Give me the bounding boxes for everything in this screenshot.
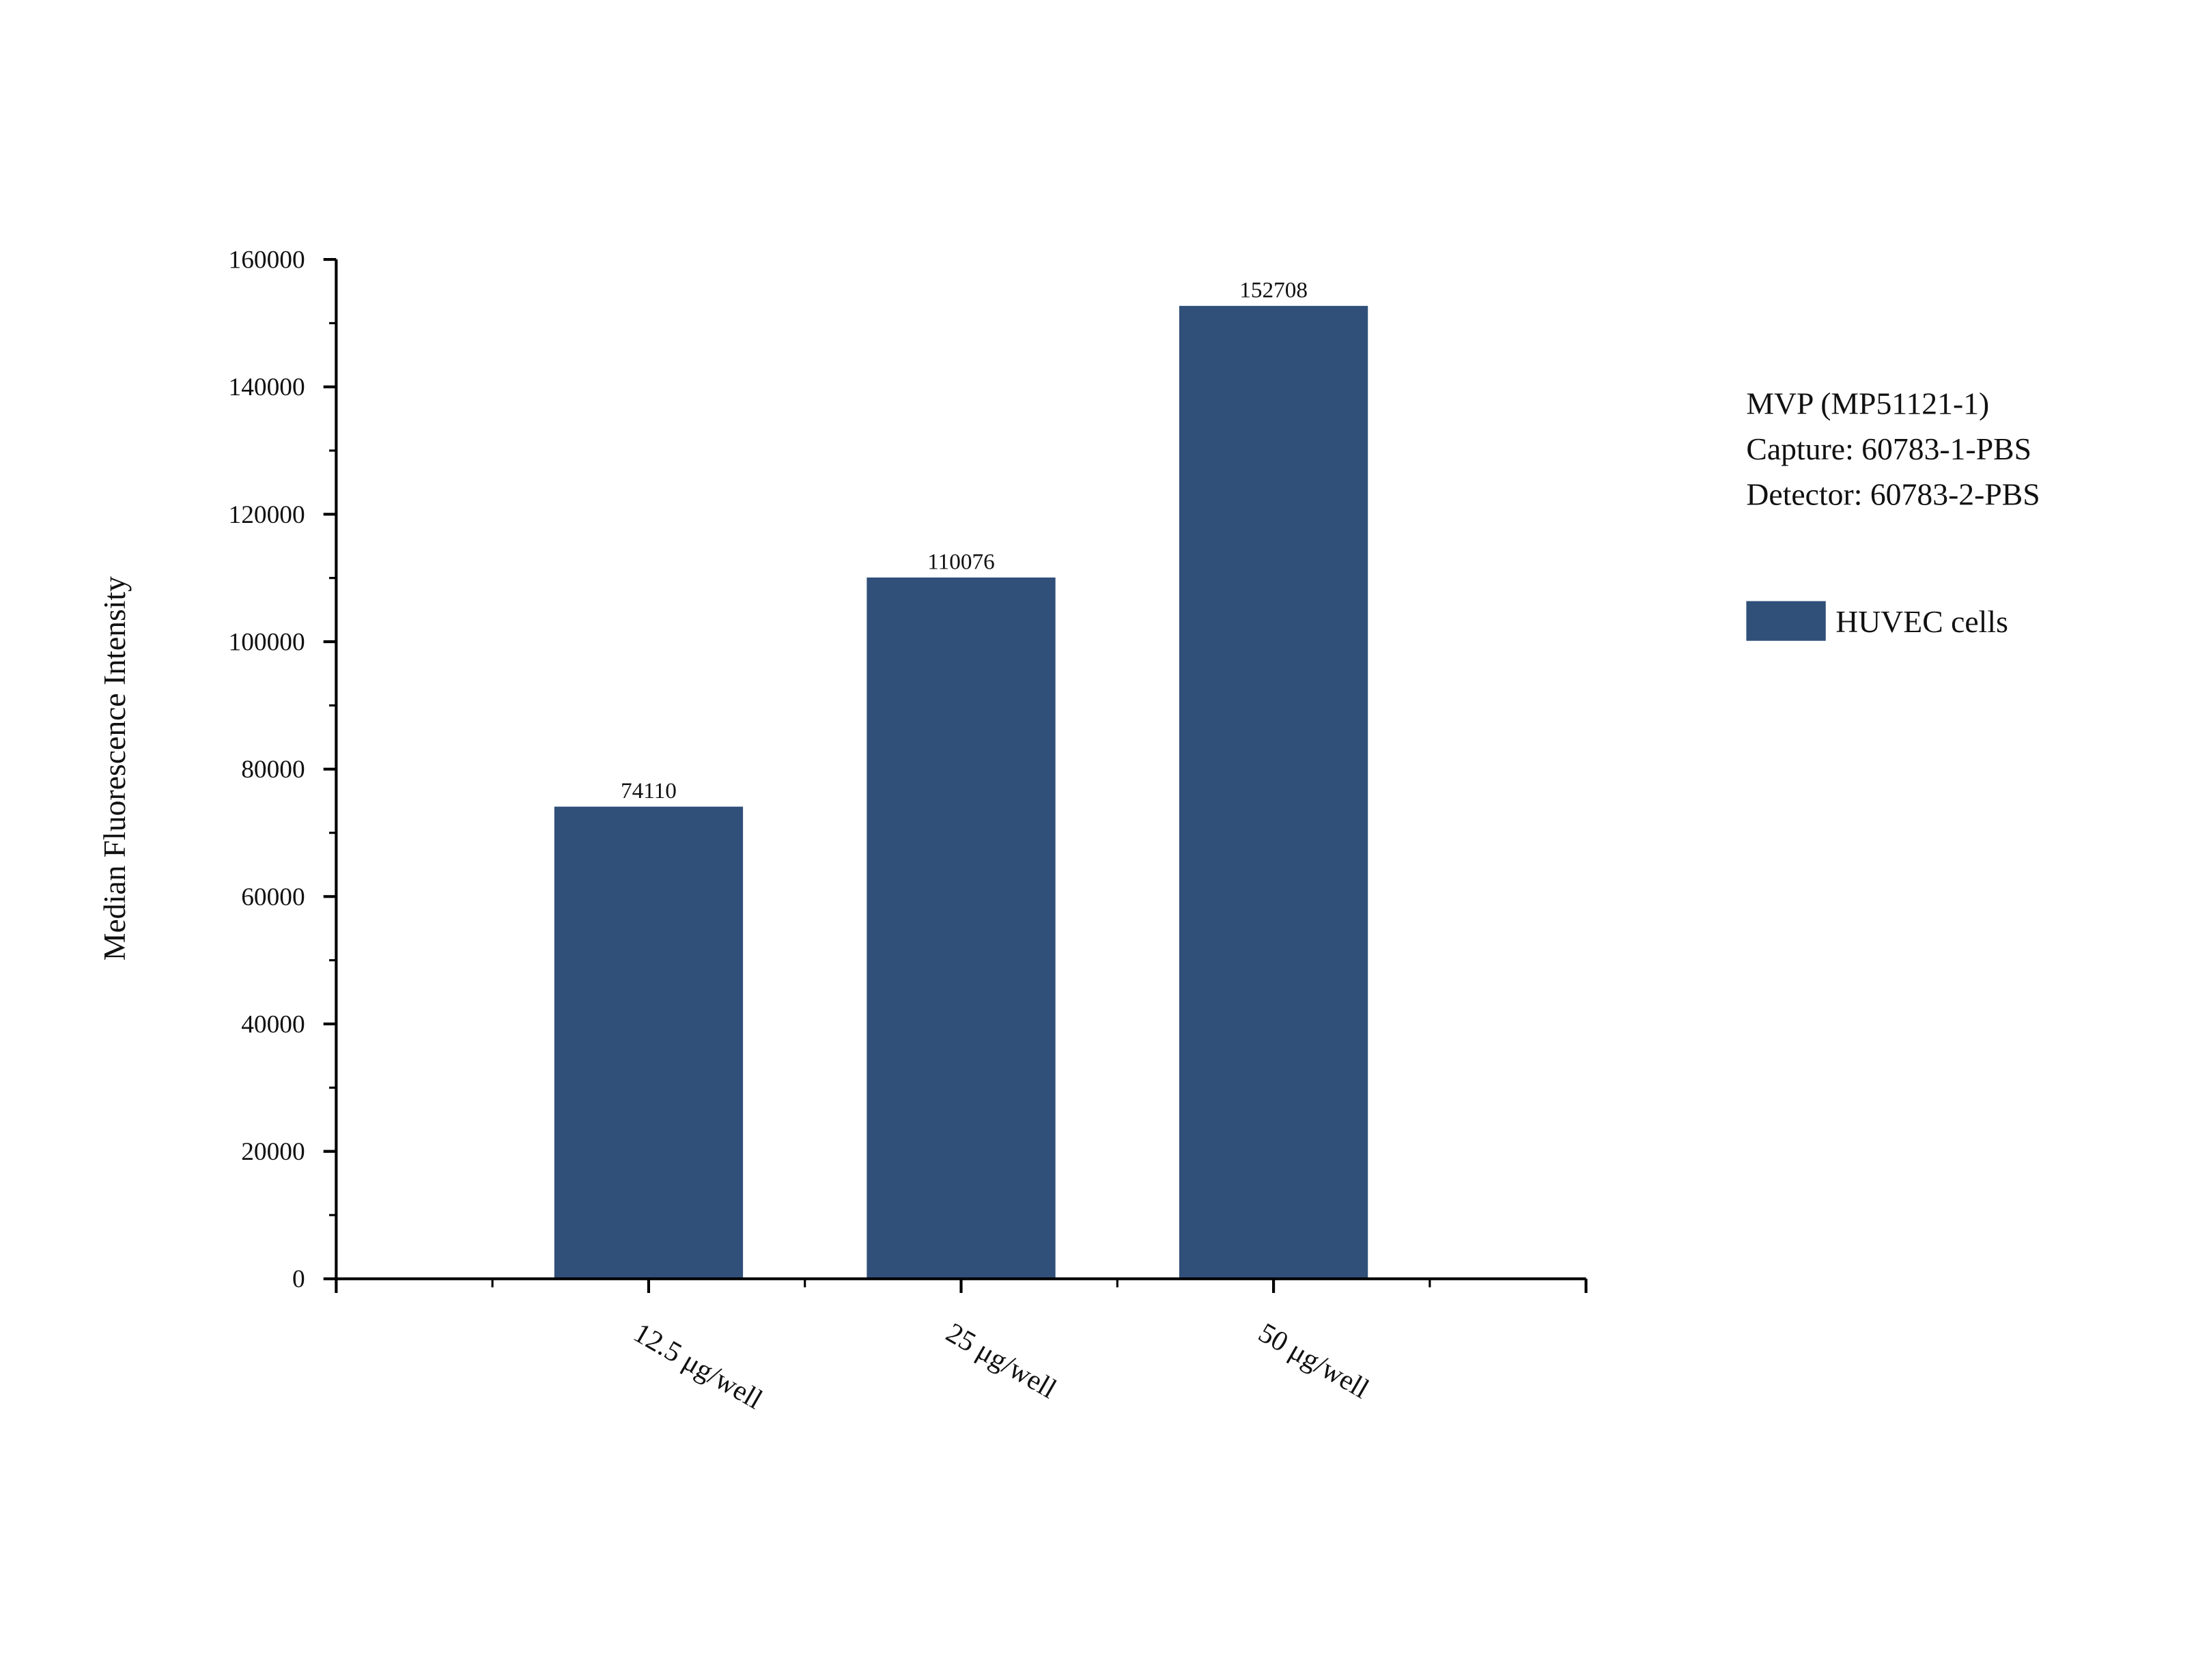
bar bbox=[867, 577, 1056, 1279]
y-tick-label: 60000 bbox=[241, 883, 305, 911]
data-label: 110076 bbox=[927, 550, 994, 575]
annotation: MVP (MP51121-1) bbox=[1746, 386, 1989, 421]
y-axis-label: Median Fluorescence Intensity bbox=[97, 576, 132, 960]
bar bbox=[554, 806, 744, 1279]
annotation: Capture: 60783-1-PBS bbox=[1746, 431, 2031, 466]
y-tick-label: 100000 bbox=[229, 628, 305, 656]
y-tick-label: 80000 bbox=[241, 756, 305, 784]
legend-label: HUVEC cells bbox=[1835, 604, 2008, 639]
y-tick-label: 160000 bbox=[229, 246, 305, 274]
legend-swatch bbox=[1746, 601, 1826, 641]
data-label: 74110 bbox=[621, 778, 677, 803]
y-tick-label: 0 bbox=[292, 1266, 305, 1294]
y-tick-label: 120000 bbox=[229, 501, 305, 529]
y-tick-label: 40000 bbox=[241, 1010, 305, 1038]
y-tick-label: 20000 bbox=[241, 1138, 305, 1166]
data-label: 152708 bbox=[1239, 278, 1308, 303]
bar bbox=[1179, 306, 1368, 1279]
annotation: Detector: 60783-2-PBS bbox=[1746, 476, 2040, 511]
y-tick-label: 140000 bbox=[229, 373, 305, 401]
